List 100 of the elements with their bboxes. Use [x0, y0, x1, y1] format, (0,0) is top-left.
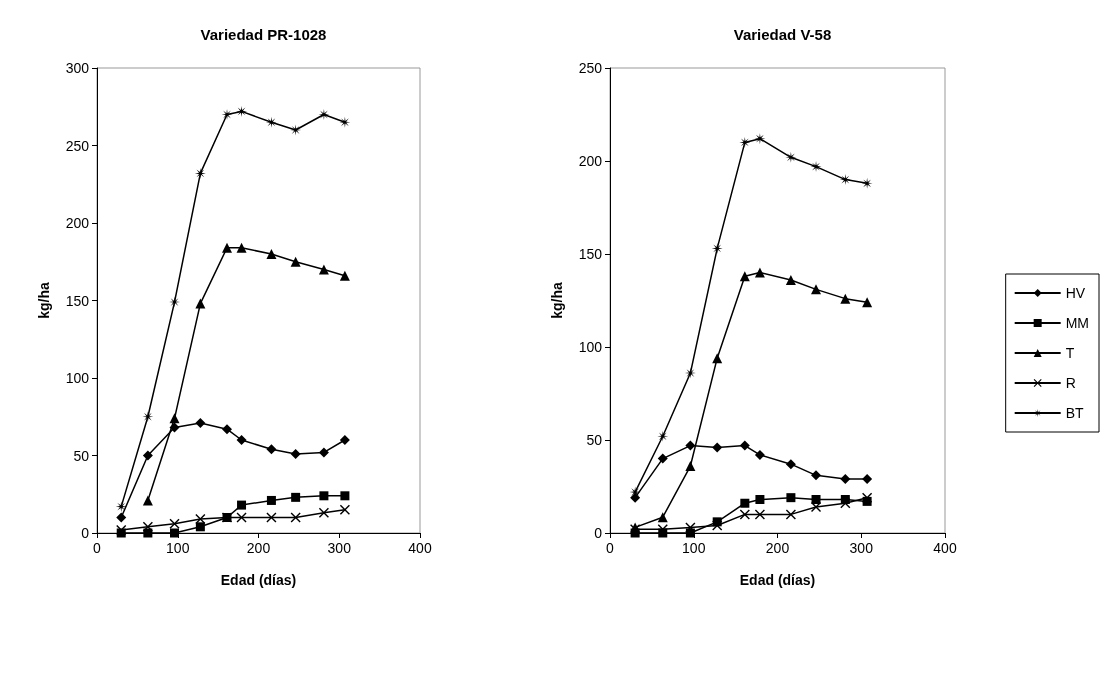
point	[194, 167, 206, 179]
x-tick-label: 100	[166, 540, 190, 556]
point	[266, 495, 276, 505]
point	[739, 136, 751, 148]
point	[339, 435, 350, 445]
point	[266, 444, 277, 455]
y-axis-title: kg/ha	[36, 282, 52, 319]
y-tick-label: 200	[578, 153, 603, 169]
point	[840, 293, 851, 304]
x-axis-title: Edad (días)	[220, 572, 297, 588]
point	[318, 109, 330, 120]
x-tick-label: 0	[606, 540, 615, 556]
point	[811, 284, 822, 295]
x-tick-label: 100	[682, 540, 706, 556]
point	[862, 492, 873, 503]
point	[785, 509, 796, 520]
point	[739, 509, 750, 520]
legend-label: BT	[1065, 405, 1085, 421]
point	[340, 491, 350, 501]
point	[237, 500, 247, 510]
point	[236, 512, 247, 523]
y-tick-label: 300	[65, 60, 90, 76]
x-tick-label: 400	[408, 540, 432, 556]
x-tick-label: 0	[93, 540, 102, 556]
point	[222, 424, 233, 435]
point	[339, 116, 351, 128]
point	[657, 453, 668, 464]
point	[685, 440, 696, 451]
x-tick-label: 400	[933, 540, 957, 556]
y-tick-label: 150	[578, 246, 603, 262]
x-tick-label: 300	[327, 540, 352, 556]
point	[142, 521, 153, 532]
point	[712, 520, 723, 531]
point	[712, 442, 723, 453]
y-tick-label: 100	[65, 370, 90, 386]
point	[115, 501, 127, 513]
y-tick-label: 0	[81, 525, 90, 541]
point	[754, 509, 765, 520]
point	[711, 242, 723, 254]
point	[339, 504, 350, 515]
point	[142, 495, 153, 506]
point	[811, 470, 822, 481]
legend-label: HV	[1065, 285, 1086, 301]
x-tick-label: 300	[849, 540, 874, 556]
point	[290, 256, 301, 267]
chart-title: Variedad PR-1028	[200, 26, 327, 43]
point	[318, 447, 329, 458]
y-tick-label: 200	[65, 215, 90, 231]
y-tick-label: 250	[578, 60, 603, 76]
y-tick-label: 50	[73, 447, 90, 464]
point	[840, 498, 851, 509]
point	[265, 116, 277, 128]
x-tick-label: 200	[765, 540, 790, 556]
point	[755, 495, 765, 505]
point	[195, 298, 206, 309]
point	[169, 413, 180, 424]
point	[266, 512, 277, 523]
point	[740, 498, 750, 508]
point	[221, 109, 233, 120]
point	[657, 512, 668, 523]
point	[318, 507, 329, 518]
y-tick-label: 150	[65, 292, 90, 309]
point	[143, 528, 153, 538]
point	[290, 448, 301, 459]
point	[169, 422, 180, 433]
point	[862, 297, 873, 308]
point	[195, 417, 206, 428]
point	[785, 459, 796, 470]
point	[739, 440, 750, 451]
point	[116, 524, 127, 535]
point	[195, 514, 206, 525]
point	[291, 492, 301, 502]
y-axis-title: kg/ha	[549, 282, 565, 319]
point	[811, 501, 822, 512]
y-tick-label: 250	[65, 137, 90, 154]
legend-label: MM	[1065, 315, 1089, 331]
point	[116, 512, 127, 523]
point	[222, 242, 233, 253]
point	[839, 174, 851, 186]
point	[236, 435, 247, 445]
point	[785, 275, 796, 286]
y-tick-label: 50	[586, 432, 603, 448]
point	[754, 449, 765, 460]
point	[236, 242, 247, 253]
point	[754, 267, 765, 278]
point	[170, 528, 180, 538]
point	[657, 430, 669, 442]
point	[811, 495, 821, 505]
point	[142, 450, 153, 461]
legend-label: R	[1065, 375, 1076, 391]
point	[169, 518, 180, 529]
point	[236, 105, 248, 117]
point	[712, 353, 723, 364]
y-tick-label: 100	[578, 339, 603, 355]
point	[195, 522, 205, 532]
point	[266, 249, 277, 259]
point	[290, 512, 301, 523]
point	[630, 492, 641, 503]
legend-label: T	[1065, 345, 1075, 361]
point	[786, 493, 796, 503]
